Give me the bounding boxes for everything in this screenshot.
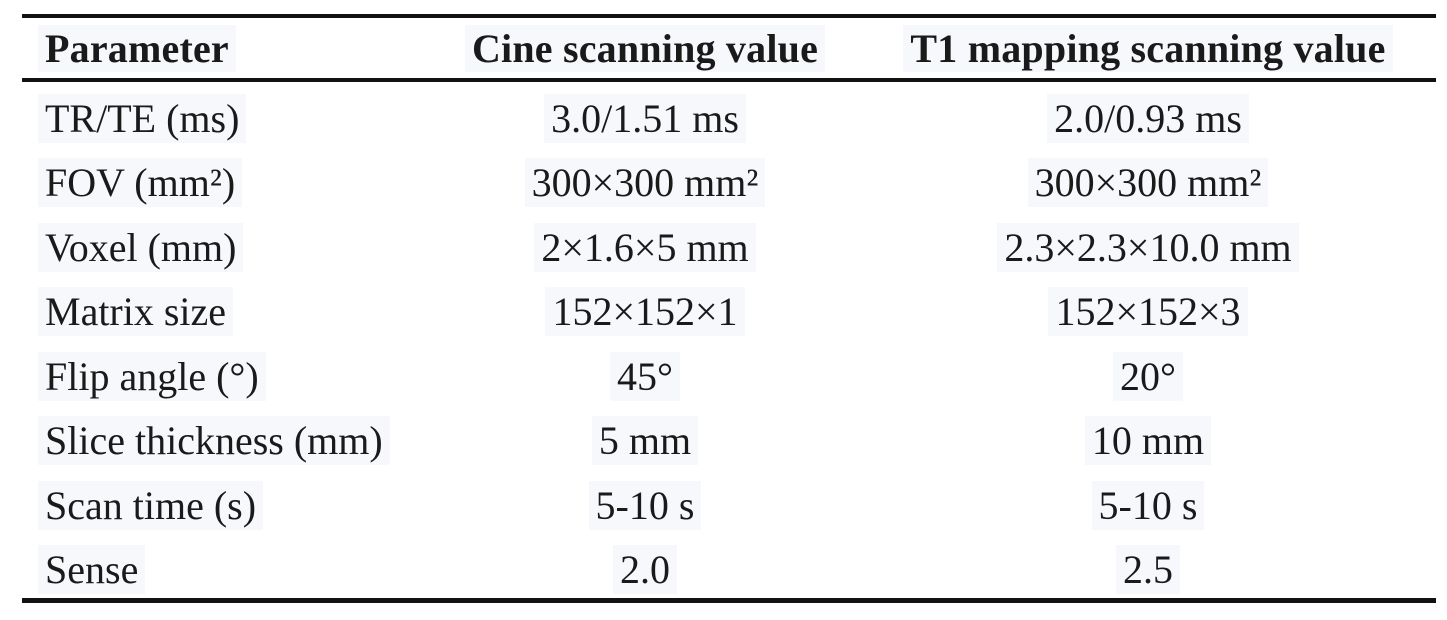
parameter-label: Scan time (s) (38, 480, 264, 530)
table-row-flip-angle: Flip angle (°) 45° 20° (22, 340, 1436, 405)
cine-value: 2.0 (613, 545, 677, 595)
parameter-cell: Sense (22, 541, 430, 595)
cine-value: 152×152×1 (545, 287, 745, 337)
cine-value-cell: 3.0/1.51 ms (430, 90, 860, 143)
header-label-parameter: Parameter (38, 24, 236, 72)
parameter-cell: Scan time (s) (22, 477, 430, 530)
parameter-label: Slice thickness (mm) (38, 416, 390, 466)
table-row-tr-te: TR/TE (ms) 3.0/1.51 ms 2.0/0.93 ms (22, 82, 1436, 147)
table-header-row: Parameter Cine scanning value T1 mapping… (22, 18, 1436, 78)
t1-value-cell: 2.3×2.3×10.0 mm (860, 219, 1436, 272)
header-cell-t1-mapping: T1 mapping scanning value (860, 24, 1436, 72)
cine-value-cell: 2×1.6×5 mm (430, 219, 860, 272)
header-label-cine: Cine scanning value (464, 24, 826, 72)
parameter-label: TR/TE (ms) (38, 93, 247, 143)
cine-value: 45° (610, 351, 680, 401)
table-row-voxel: Voxel (mm) 2×1.6×5 mm 2.3×2.3×10.0 mm (22, 211, 1436, 276)
t1-value: 20° (1113, 351, 1183, 401)
t1-value: 2.3×2.3×10.0 mm (997, 222, 1299, 272)
table-row-fov: FOV (mm²) 300×300 mm² 300×300 mm² (22, 147, 1436, 212)
t1-value-cell: 10 mm (860, 412, 1436, 466)
parameter-cell: FOV (mm²) (22, 154, 430, 208)
parameter-label: Sense (38, 545, 146, 595)
table-row-matrix-size: Matrix size 152×152×1 152×152×3 (22, 276, 1436, 341)
table-row-slice-thickness: Slice thickness (mm) 5 mm 10 mm (22, 405, 1436, 470)
parameter-cell: Voxel (mm) (22, 219, 430, 272)
cine-value: 2×1.6×5 mm (534, 222, 756, 272)
table-top-rule (22, 14, 1436, 18)
t1-value-cell: 20° (860, 348, 1436, 401)
header-label-t1-mapping: T1 mapping scanning value (903, 24, 1393, 72)
t1-value-cell: 2.0/0.93 ms (860, 90, 1436, 143)
t1-value-cell: 300×300 mm² (860, 154, 1436, 208)
table-body: TR/TE (ms) 3.0/1.51 ms 2.0/0.93 ms FOV (… (22, 82, 1436, 598)
cine-value: 300×300 mm² (524, 158, 766, 208)
parameter-label: Voxel (mm) (38, 222, 244, 272)
parameter-cell: Slice thickness (mm) (22, 412, 430, 466)
t1-value-cell: 5-10 s (860, 477, 1436, 530)
t1-value: 2.5 (1116, 545, 1180, 595)
cine-value: 5-10 s (588, 480, 702, 530)
cine-value-cell: 300×300 mm² (430, 154, 860, 208)
parameter-label: FOV (mm²) (38, 158, 243, 208)
t1-value-cell: 2.5 (860, 541, 1436, 595)
cine-value: 3.0/1.51 ms (544, 93, 746, 143)
t1-value-cell: 152×152×3 (860, 283, 1436, 337)
t1-value: 10 mm (1084, 416, 1212, 466)
cine-value-cell: 5-10 s (430, 477, 860, 530)
table-bottom-rule (22, 598, 1436, 603)
parameters-table: Parameter Cine scanning value T1 mapping… (22, 14, 1436, 603)
parameter-label: Flip angle (°) (38, 351, 266, 401)
t1-value: 152×152×3 (1048, 287, 1248, 337)
parameter-cell: Flip angle (°) (22, 348, 430, 401)
table-row-sense: Sense 2.0 2.5 (22, 534, 1436, 599)
t1-value: 2.0/0.93 ms (1047, 93, 1249, 143)
cine-value: 5 mm (591, 416, 699, 466)
table-header-divider-rule (22, 78, 1436, 82)
table-row-scan-time: Scan time (s) 5-10 s 5-10 s (22, 469, 1436, 534)
parameter-cell: Matrix size (22, 283, 430, 337)
cine-value-cell: 152×152×1 (430, 283, 860, 337)
t1-value: 5-10 s (1091, 480, 1205, 530)
header-cell-parameter: Parameter (22, 24, 430, 72)
parameter-label: Matrix size (38, 287, 234, 337)
cine-value-cell: 45° (430, 348, 860, 401)
header-cell-cine: Cine scanning value (430, 24, 860, 72)
parameter-cell: TR/TE (ms) (22, 90, 430, 143)
cine-value-cell: 2.0 (430, 541, 860, 595)
cine-value-cell: 5 mm (430, 412, 860, 466)
t1-value: 300×300 mm² (1027, 158, 1269, 208)
